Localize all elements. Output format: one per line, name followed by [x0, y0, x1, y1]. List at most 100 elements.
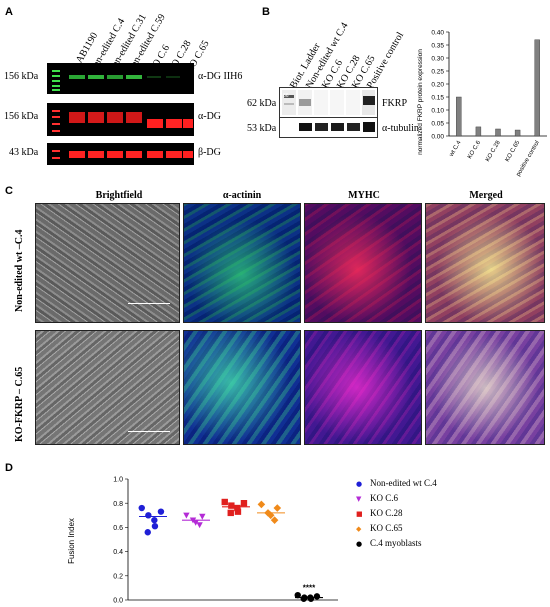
bar	[514, 129, 521, 137]
scatter-y-tick-label: 1.0	[113, 477, 123, 484]
blot-a2-bands	[52, 110, 193, 132]
scale-bar	[128, 431, 170, 432]
alpha-actinin-image-row1	[183, 203, 301, 323]
blot-a1-label: α-DG IIH6	[198, 71, 243, 82]
scatter-y-tick-label: 0.2	[113, 573, 123, 580]
data-point	[151, 516, 158, 524]
row-label-non-edited: Non-edited wt –C.4	[14, 229, 25, 313]
bar-y-tick-label: 0.20	[431, 81, 444, 88]
bar	[534, 39, 540, 137]
legend-entry: ◆ KO C.65	[356, 523, 403, 533]
data-point	[240, 500, 248, 507]
legend-marker-icon: ■	[356, 510, 363, 518]
panel-a-label: A	[5, 6, 13, 18]
bar-y-tick-label: 0.40	[431, 29, 444, 36]
data-point	[157, 508, 165, 515]
bar	[456, 96, 462, 137]
legend-entry: ● C.4 myoblasts	[356, 538, 422, 548]
data-point	[234, 504, 241, 512]
data-point	[234, 508, 242, 515]
brightfield-image-row1	[35, 203, 180, 323]
brightfield-image-row2	[35, 330, 180, 445]
significance-annotation: ****	[303, 583, 316, 592]
legend-label: KO C.6	[370, 493, 399, 503]
panel-d-label: D	[5, 462, 13, 474]
legend-entry: ■ KO C.28	[356, 508, 403, 518]
data-point	[183, 512, 190, 519]
blot-b2-label: α-tubulin	[382, 123, 419, 134]
data-point	[313, 593, 321, 600]
bar	[475, 126, 482, 137]
scatter-y-tick-label: 0.6	[113, 525, 123, 532]
bar-y-tick-label: 0.10	[431, 107, 444, 114]
legend-marker-icon: ◆	[356, 525, 362, 533]
blot-a3-kda: 43 kDa	[9, 147, 39, 158]
legend-entry: ● Non-edited wt C.4	[356, 478, 437, 488]
data-point	[266, 511, 275, 520]
bar-x-tick-label: KO C.28	[485, 139, 502, 163]
bar-y-tick-label: 0.35	[431, 42, 444, 49]
legend-marker-icon: ●	[356, 540, 363, 548]
legend-marker-icon: ▼	[356, 495, 362, 503]
bar-y-tick-label: 0.15	[431, 94, 444, 101]
blot-b2-kda: 53 kDa	[247, 123, 277, 134]
data-point	[138, 504, 145, 512]
bar-x-tick-label: wt C.4	[448, 139, 463, 158]
bar-chart-ylabel: normalized FKRP protein expression	[417, 49, 424, 155]
column-header-alpha-actinin: α-actinin	[222, 190, 262, 201]
bar-x-tick-label: KO C.65	[505, 139, 522, 163]
legend-label: C.4 myoblasts	[370, 538, 422, 548]
scatter-chart-ylabel: Fusion Index	[67, 518, 76, 564]
myhc-image-row1	[304, 203, 422, 323]
fkrp-bar-chart: normalized FKRP protein expression 0.00 0…	[417, 29, 547, 178]
blot-beta-dg	[47, 143, 194, 165]
scatter-y-tick-label: 0.0	[113, 598, 123, 605]
myhc-image-row2	[304, 330, 422, 445]
merged-image-row1	[425, 203, 545, 323]
legend-marker-icon: ●	[356, 480, 363, 488]
data-point	[144, 529, 151, 536]
data-point	[294, 591, 301, 599]
data-point	[257, 500, 266, 509]
bar-y-tick-label: 0.00	[431, 133, 444, 140]
blot-a2-kda: 156 kDa	[4, 111, 39, 122]
data-point	[300, 595, 307, 602]
scale-bar	[128, 303, 170, 304]
ladder-marker: 66	[283, 93, 289, 99]
data-point	[227, 509, 234, 517]
fusion-index-scatter: Fusion Index 0.0 0.2 0.4 0.6 0.8 1.0 ****	[67, 477, 338, 605]
blot-a1-kda: 156 kDa	[4, 71, 39, 82]
data-point	[199, 513, 206, 520]
bar-y-tick-label: 0.30	[431, 55, 444, 62]
data-point	[196, 522, 203, 529]
blot-a3-bands	[52, 150, 193, 159]
column-header-brightfield: Brightfield	[95, 190, 143, 201]
blot-b2-bands	[299, 122, 375, 132]
bar-x-tick-label: KO C.6	[467, 139, 482, 160]
legend-label: KO C.28	[370, 508, 403, 518]
blot-alpha-dg	[47, 103, 194, 136]
blot-b1-kda: 62 kDa	[247, 98, 277, 109]
data-point	[192, 519, 199, 526]
legend-label: KO C.65	[370, 523, 403, 533]
bar-y-tick-label: 0.25	[431, 68, 444, 75]
blot-a1-bands	[52, 70, 180, 91]
column-header-merged: Merged	[469, 190, 503, 201]
blot-fkrp: 66	[279, 87, 378, 118]
scatter-y-tick-label: 0.4	[113, 549, 123, 556]
data-point	[273, 504, 282, 512]
blot-alpha-dg-iih6	[47, 63, 194, 94]
column-header-myhc: MYHC	[348, 190, 380, 201]
merged-image-row2	[425, 330, 545, 445]
blot-b1-bands	[282, 90, 375, 115]
legend-label: Non-edited wt C.4	[370, 478, 437, 488]
blot-a2-label: α-DG	[198, 111, 222, 122]
data-point	[151, 522, 159, 530]
panel-b-label: B	[262, 6, 270, 18]
data-point	[228, 502, 235, 509]
data-point	[221, 498, 228, 506]
scatter-y-tick-label: 0.8	[113, 501, 123, 508]
legend-entry: ▼ KO C.6	[356, 493, 398, 503]
data-point	[307, 595, 315, 602]
blot-alpha-tubulin	[279, 117, 378, 138]
